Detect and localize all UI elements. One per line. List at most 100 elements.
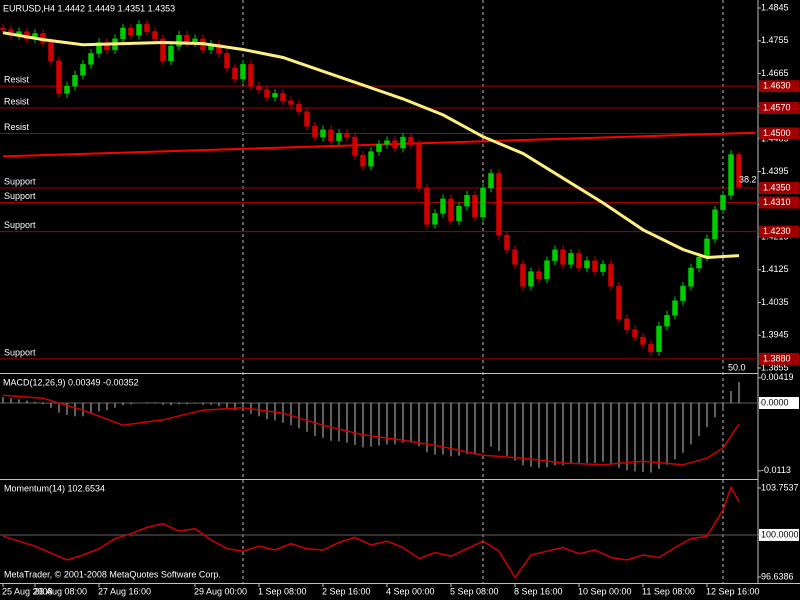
- x-tick-label: 2 Sep 16:00: [322, 586, 371, 596]
- candle-body: [400, 136, 406, 149]
- level-value: 1.4310: [763, 197, 791, 207]
- candle-body: [88, 53, 94, 65]
- candle-body: [392, 140, 398, 149]
- candle-body: [120, 27, 126, 40]
- candle-body: [688, 267, 694, 287]
- candle-body: [512, 249, 518, 265]
- y-tick-label: 1.4395: [761, 166, 789, 176]
- candle-body: [432, 213, 438, 225]
- candle-body: [264, 89, 270, 98]
- candle-body: [416, 144, 422, 189]
- candle-body: [480, 187, 486, 218]
- fib-label: 38.2: [739, 174, 757, 184]
- candle-body: [536, 271, 542, 280]
- candle-body: [152, 31, 158, 40]
- level-value: 1.4230: [763, 226, 791, 236]
- candle-body: [336, 133, 342, 141]
- candle-body: [440, 198, 446, 214]
- candle-body: [72, 75, 78, 87]
- week-separators: [242, 0, 724, 583]
- y-tick-label: 100.0000: [761, 529, 799, 539]
- candle-body: [168, 45, 174, 61]
- x-tick-label: 29 Aug 00:00: [194, 586, 247, 596]
- candle-body: [368, 151, 374, 167]
- y-tick-label: 1.4125: [761, 264, 789, 274]
- candle-body: [304, 111, 310, 127]
- level-value: 1.4500: [763, 128, 791, 138]
- candle-body: [352, 136, 358, 156]
- level-box: [759, 352, 799, 365]
- x-tick-label: 4 Sep 00:00: [386, 586, 435, 596]
- candle-body: [656, 325, 662, 352]
- x-tick-label: 26 Aug 08:00: [34, 586, 87, 596]
- x-tick-label: 27 Aug 16:00: [98, 586, 151, 596]
- candle-body: [528, 271, 534, 287]
- candle-body: [256, 85, 262, 91]
- y-tick-label: 1.3945: [761, 330, 789, 340]
- candle-body: [736, 154, 742, 188]
- candle-body: [224, 53, 230, 69]
- level-label: Support: [4, 176, 36, 186]
- level-label: Support: [4, 191, 36, 201]
- y-tick-label: 103.7537: [761, 482, 799, 492]
- y-tick-label: 0.00419: [761, 372, 794, 382]
- candle-body: [344, 133, 350, 138]
- x-tick-label: 10 Sep 00:00: [578, 586, 632, 596]
- level-value: 1.4630: [763, 81, 791, 91]
- x-tick-label: 12 Sep 16:00: [706, 586, 760, 596]
- candle-body: [328, 129, 334, 141]
- macd-title: MACD(12,26,9) 0.00349 -0.00352: [3, 377, 139, 387]
- momentum-title: Momentum(14) 102.6534: [4, 483, 105, 493]
- candle-body: [464, 195, 470, 207]
- level-label: Resist: [4, 122, 30, 132]
- candle-body: [320, 129, 326, 138]
- candle-body: [144, 24, 150, 32]
- x-tick-label: 25 Aug 2008: [2, 586, 53, 596]
- candle-body: [136, 24, 142, 36]
- moving-average: [2, 31, 740, 260]
- y-tick-label: 1.4755: [761, 35, 789, 45]
- candle-body: [488, 173, 494, 189]
- candle-body: [384, 140, 390, 145]
- fib-label: 50.0: [728, 362, 746, 372]
- level-label: Resist: [4, 96, 30, 106]
- x-tick-label: 1 Sep 08:00: [258, 586, 307, 596]
- candle-body: [360, 155, 366, 167]
- candle-body: [408, 136, 414, 145]
- candle-body: [576, 253, 582, 269]
- candle-body: [728, 154, 734, 196]
- candle-body: [672, 300, 678, 316]
- y-tick-label: 1.4665: [761, 68, 789, 78]
- candle-body: [184, 35, 190, 43]
- candle-body: [240, 64, 246, 80]
- candle-body: [544, 260, 550, 280]
- candle-body: [248, 64, 254, 87]
- momentum-line: [2, 485, 740, 579]
- candle-body: [96, 42, 102, 54]
- y-tick-label: 1.3855: [761, 362, 789, 372]
- candle-body: [600, 264, 606, 272]
- level-box: [759, 102, 799, 114]
- candle-body: [296, 104, 302, 112]
- level-box: [759, 182, 799, 194]
- candle-body: [560, 249, 566, 265]
- candle-body: [504, 235, 510, 251]
- y-tick-label: 1.4845: [761, 2, 789, 12]
- candle-body: [640, 336, 646, 345]
- candle-body: [64, 85, 70, 94]
- y-tick-label: -0.0113: [761, 465, 791, 475]
- candle-body: [288, 100, 294, 105]
- candle-body: [216, 44, 222, 54]
- candle-body: [0, 27, 6, 31]
- tick-box: [759, 528, 799, 541]
- level-label: Support: [4, 220, 36, 230]
- candle-body: [56, 60, 62, 94]
- candle-body: [624, 318, 630, 331]
- level-label: Support: [4, 347, 36, 357]
- level-value: 1.4350: [763, 182, 791, 192]
- candle-body: [160, 38, 166, 61]
